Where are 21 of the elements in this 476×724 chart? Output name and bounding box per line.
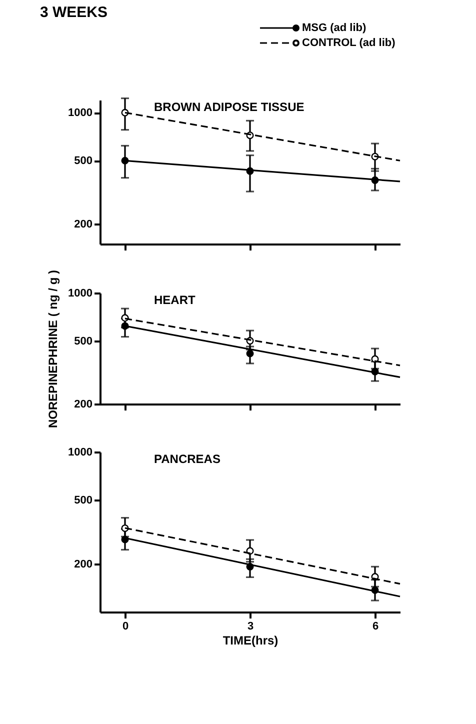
y-tick-label: 500 [74,494,92,507]
y-tick-label: 200 [74,398,92,410]
x-tick-label: 0 [122,620,129,632]
x-tick-label: 6 [372,620,379,632]
text: 3 WEEKS [40,4,108,21]
y-tick-label: 500 [74,335,92,348]
x-tick-label: 3 [247,620,254,632]
y-tick-label: 1000 [68,107,92,120]
chart-title: PANCREAS [154,452,220,466]
y-tick-label: 1000 [68,446,92,458]
chart-title: BROWN ADIPOSE TISSUE [154,100,304,114]
point [246,350,254,358]
y-tick-label: 200 [74,558,92,570]
y-axis-title: NOREPINEPHRINE ( ng / g ) [46,270,60,428]
y-tick-label: 200 [74,218,92,231]
y-tick-label: 1000 [68,288,92,300]
legend-label: MSG (ad lib) [302,22,366,34]
legend-label: CONTROL (ad lib) [302,37,396,49]
x-axis-title: TIME(hrs) [222,634,278,648]
y-tick-label: 500 [74,155,92,168]
chart-title: HEART [154,293,196,307]
